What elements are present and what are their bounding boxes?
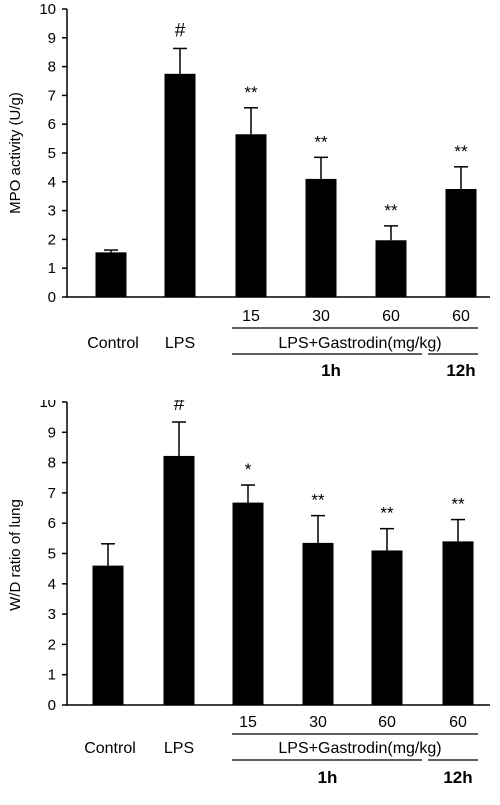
mpo-y-tick-label: 0 xyxy=(48,289,56,306)
mpo-significance-mark: ** xyxy=(244,83,258,102)
mpo-treatment-label: LPS+Gastrodin(mg/kg) xyxy=(278,335,441,352)
mpo-y-tick-label: 9 xyxy=(48,30,56,47)
mpo-significance-mark: # xyxy=(175,20,186,41)
wd-y-tick-label: 5 xyxy=(48,546,56,563)
wd-dose-label: 60 xyxy=(449,714,467,731)
mpo-y-tick-label: 2 xyxy=(48,231,56,248)
mpo-y-tick-label: 8 xyxy=(48,59,56,76)
mpo-dose-label: 60 xyxy=(452,308,470,325)
wd-group-label: Control xyxy=(84,740,136,757)
wd-y-tick-label: 2 xyxy=(48,636,56,653)
wd-dose-label: 15 xyxy=(239,714,257,731)
wd-ratio-chart: 0 1 2 3 4 5 6 7 8 9 10 W/D ratio of lung # * 15 ** 30 ** 6… xyxy=(0,394,500,800)
mpo-time-label: 12h xyxy=(446,361,475,380)
mpo-y-tick-label: 3 xyxy=(48,203,56,220)
wd-y-tick-label: 10 xyxy=(39,400,56,411)
mpo-bar xyxy=(95,252,127,297)
mpo-significance-mark: ** xyxy=(314,132,328,151)
wd-y-tick-label: 4 xyxy=(48,576,56,593)
wd-y-tick-label: 7 xyxy=(48,485,56,502)
wd-time-label: 12h xyxy=(443,768,472,787)
wd-y-tick-label: 0 xyxy=(48,697,56,714)
wd-y-axis-label: W/D ratio of lung xyxy=(7,499,24,611)
mpo-group-label: LPS xyxy=(165,335,195,352)
mpo-group-label: Control xyxy=(87,335,139,352)
mpo-dose-label: 15 xyxy=(242,308,260,325)
wd-bar xyxy=(232,502,264,705)
mpo-dose-label: 30 xyxy=(312,308,330,325)
mpo-significance-mark: ** xyxy=(384,201,398,220)
wd-chart-svg: 0 1 2 3 4 5 6 7 8 9 10 W/D ratio of lung # * 15 ** 30 ** 6… xyxy=(7,394,490,787)
wd-y-tick-label: 3 xyxy=(48,606,56,623)
mpo-time-label: 1h xyxy=(321,361,341,380)
mpo-bar xyxy=(445,189,477,297)
wd-y-tick-label: 1 xyxy=(48,667,56,684)
wd-treatment-label: LPS+Gastrodin(mg/kg) xyxy=(278,740,441,757)
wd-time-label: 1h xyxy=(318,768,338,787)
mpo-significance-mark: ** xyxy=(454,142,468,161)
mpo-y-tick-label: 10 xyxy=(39,1,56,18)
wd-significance-mark: # xyxy=(174,400,185,415)
wd-y-tick-label: 6 xyxy=(48,515,56,532)
wd-bar xyxy=(92,565,124,705)
mpo-bar xyxy=(305,178,337,297)
mpo-chart-svg: 0 1 2 3 4 5 6 7 8 9 10 MPO activity (U/g) # ** 15 ** 30 *… xyxy=(7,1,490,380)
wd-significance-mark: * xyxy=(245,460,252,479)
mpo-bar xyxy=(235,134,267,297)
wd-y-tick-label: 8 xyxy=(48,455,56,472)
wd-y-tick-label: 9 xyxy=(48,424,56,441)
wd-group-label: LPS xyxy=(164,740,194,757)
mpo-y-tick-label: 1 xyxy=(48,260,56,277)
wd-significance-mark: ** xyxy=(451,495,465,514)
wd-bar xyxy=(302,542,334,705)
wd-dose-label: 60 xyxy=(378,714,396,731)
wd-significance-mark: ** xyxy=(311,491,325,510)
wd-bar xyxy=(163,455,195,705)
mpo-bar xyxy=(375,240,407,297)
wd-significance-mark: ** xyxy=(380,504,394,523)
mpo-y-tick-label: 7 xyxy=(48,87,56,104)
mpo-bar xyxy=(164,73,196,297)
wd-bar xyxy=(442,541,474,705)
wd-dose-label: 30 xyxy=(309,714,327,731)
mpo-y-tick-label: 4 xyxy=(48,174,56,191)
mpo-dose-label: 60 xyxy=(382,308,400,325)
mpo-y-tick-label: 5 xyxy=(48,145,56,162)
mpo-y-axis-label: MPO activity (U/g) xyxy=(7,92,24,214)
mpo-activity-chart: 0 1 2 3 4 5 6 7 8 9 10 MPO activity (U/g) # ** 15 ** 30 *… xyxy=(0,0,500,400)
mpo-y-tick-label: 6 xyxy=(48,116,56,133)
wd-bar xyxy=(371,550,403,705)
